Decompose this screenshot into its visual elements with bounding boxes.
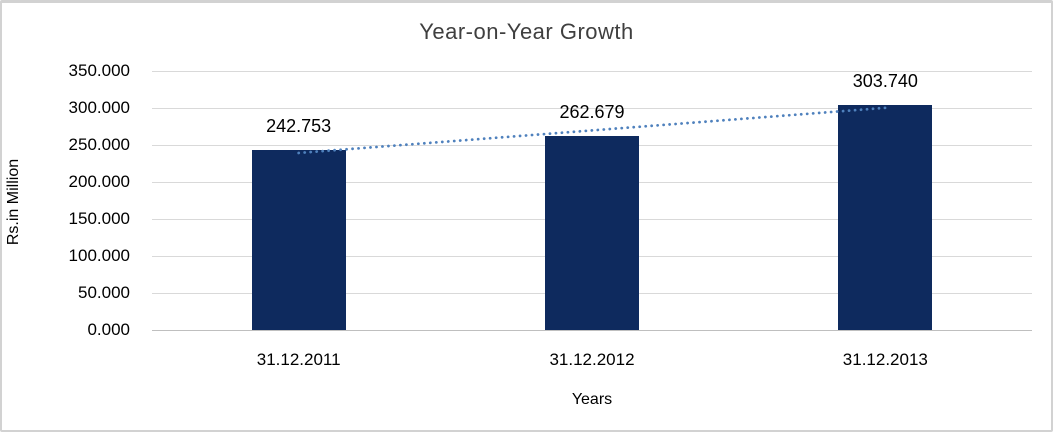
x-tick-label: 31.12.2011: [256, 350, 341, 369]
gridline: [152, 71, 1032, 72]
y-tick-label: 250.000: [68, 135, 130, 154]
plot-area: 242.753 262.679 303.740: [152, 71, 1032, 331]
y-tick-label: 50.000: [78, 283, 130, 302]
y-tick-label: 300.000: [68, 98, 130, 117]
bar-31.12.2011: [252, 150, 346, 330]
data-label: 242.753: [266, 116, 332, 136]
bar-31.12.2012: [545, 136, 639, 330]
x-tick-label: 31.12.2013: [842, 350, 928, 369]
y-tick-label: 150.000: [68, 209, 130, 228]
y-tick-label: 200.000: [68, 172, 130, 191]
y-tick-label: 0.000: [87, 320, 130, 339]
data-label: 303.740: [852, 71, 918, 91]
chart-title: Year-on-Year Growth: [419, 19, 634, 44]
trendline: [297, 106, 887, 155]
gridline: [152, 330, 1032, 331]
x-axis-title: Years: [571, 391, 613, 408]
y-tick-label: 350.000: [68, 61, 130, 80]
trendline-path: [297, 106, 887, 155]
data-label: 262.679: [559, 102, 625, 122]
y-tick-label: 100.000: [68, 246, 130, 265]
x-tick-label: 31.12.2012: [549, 350, 635, 369]
gridline: [152, 108, 1032, 109]
bar-31.12.2013: [838, 105, 932, 330]
